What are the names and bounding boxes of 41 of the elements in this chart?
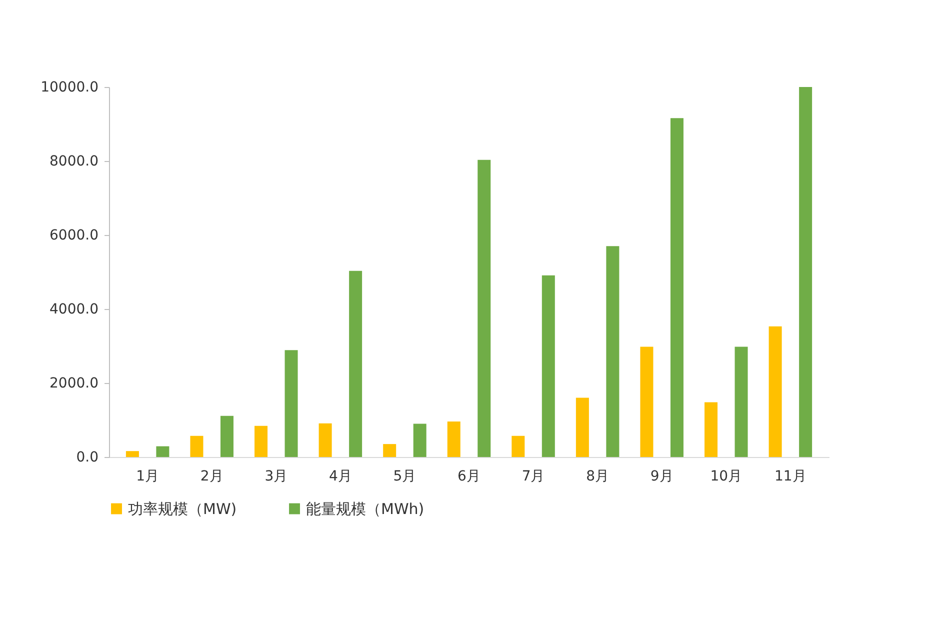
x-tick-label: 10月 <box>710 468 742 484</box>
legend-label: 能量规模（MWh) <box>306 500 424 518</box>
y-tick-label: 8000.0 <box>50 154 98 170</box>
x-tick-label: 9月 <box>650 468 674 484</box>
bar <box>284 350 298 457</box>
y-tick-label: 4000.0 <box>50 302 98 318</box>
x-tick-label: 6月 <box>458 468 480 484</box>
bar <box>606 246 620 457</box>
bar <box>413 424 426 457</box>
bar <box>478 160 491 457</box>
bar <box>734 346 748 457</box>
bar <box>640 346 654 457</box>
bar <box>512 436 525 457</box>
bar <box>190 436 204 457</box>
x-tick-label: 11月 <box>774 468 806 484</box>
x-tick-label: 2月 <box>200 468 224 484</box>
bar <box>542 275 555 457</box>
x-tick-label: 1月 <box>136 468 160 484</box>
y-tick-label: 2000.0 <box>50 376 98 392</box>
x-tick-label: 7月 <box>522 468 545 484</box>
bar <box>576 398 589 457</box>
x-tick-label: 4月 <box>328 468 352 484</box>
y-tick-label: 0.0 <box>76 450 98 466</box>
x-tick-label: 8月 <box>586 468 610 484</box>
bar <box>670 118 684 457</box>
x-tick-label: 3月 <box>264 468 288 484</box>
x-tick-label: 5月 <box>393 468 416 484</box>
bar <box>126 451 139 457</box>
legend-label: 功率规模（MW) <box>128 500 237 518</box>
bar <box>318 423 332 457</box>
bar <box>704 402 718 457</box>
bar <box>768 326 782 457</box>
y-tick-label: 10000.0 <box>40 80 98 96</box>
bar <box>254 426 268 457</box>
bar <box>799 87 812 457</box>
y-tick-label: 6000.0 <box>50 228 98 244</box>
bar <box>383 444 396 457</box>
bar <box>447 421 460 457</box>
bar <box>349 270 362 457</box>
bar <box>156 446 170 457</box>
bar <box>220 416 234 457</box>
